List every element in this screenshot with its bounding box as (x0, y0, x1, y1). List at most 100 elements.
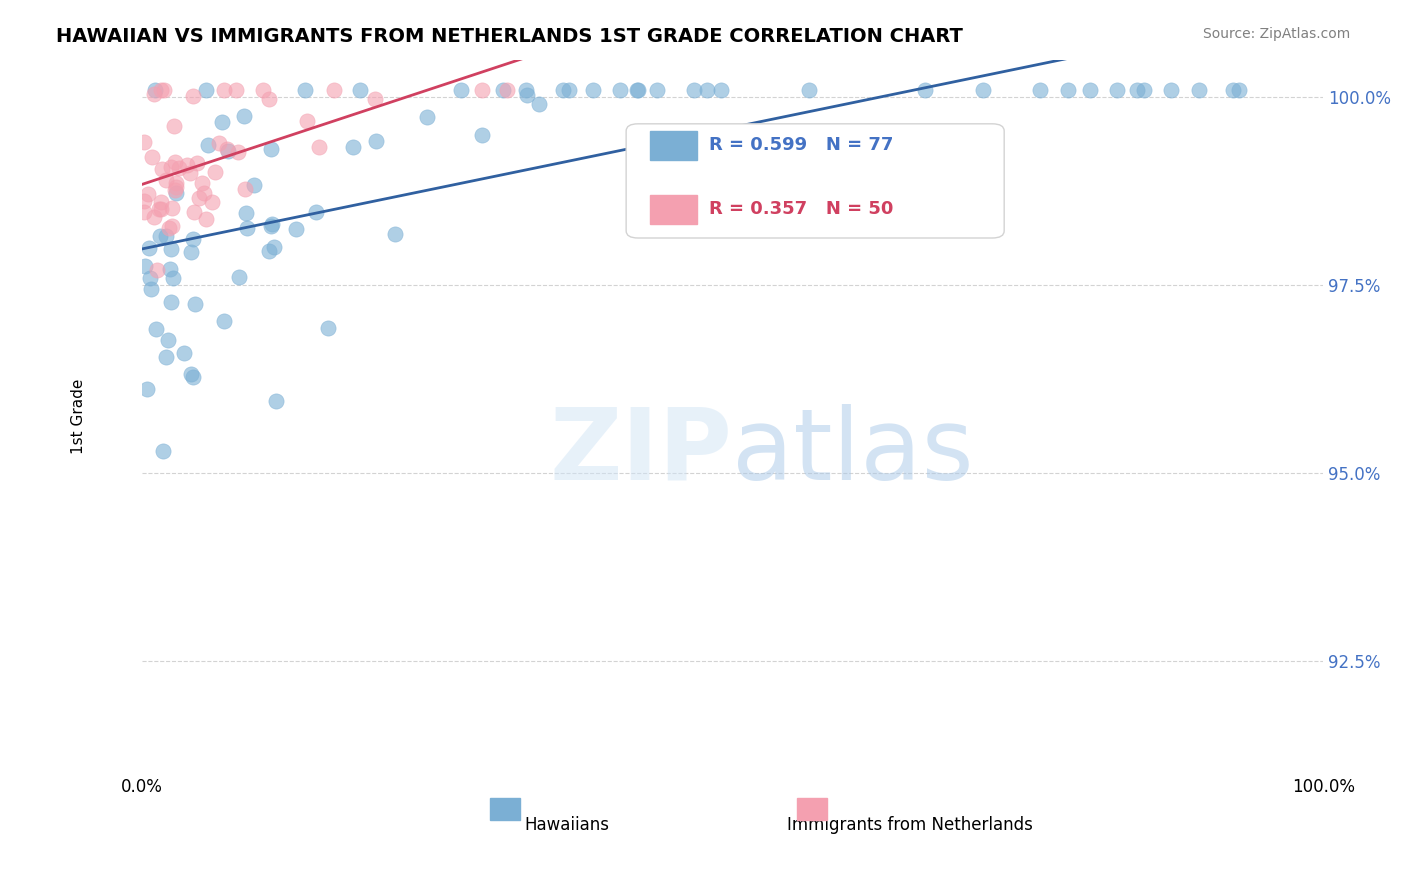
Point (236, 221, 259, 235)
Point (582, 82, 605, 96)
Text: ZIP: ZIP (550, 403, 733, 500)
Point (183, 205, 205, 219)
Point (197, 138, 219, 153)
Point (132, 135, 155, 149)
Point (1107, 82, 1129, 96)
Point (194, 212, 217, 227)
Point (204, 165, 226, 179)
Point (1132, 82, 1154, 96)
Point (143, 87, 166, 101)
Point (165, 176, 187, 190)
Point (195, 82, 218, 96)
Point (284, 221, 307, 235)
Point (235, 206, 257, 220)
Point (148, 202, 170, 216)
FancyBboxPatch shape (626, 124, 1004, 238)
Point (294, 83, 316, 97)
Point (153, 82, 176, 96)
Point (155, 350, 177, 364)
Point (179, 166, 201, 180)
Point (157, 220, 180, 235)
Y-axis label: 1st Grade: 1st Grade (72, 379, 86, 454)
Point (243, 178, 266, 193)
Point (160, 202, 183, 216)
Point (211, 115, 233, 129)
Point (134, 260, 156, 274)
Point (150, 202, 173, 216)
Point (264, 393, 287, 408)
Point (515, 82, 537, 96)
Point (208, 136, 231, 150)
Point (364, 134, 387, 148)
Bar (650, 131, 697, 160)
Point (181, 88, 204, 103)
Point (228, 270, 250, 285)
Point (609, 82, 631, 96)
Point (1126, 82, 1149, 96)
Point (152, 444, 174, 458)
Text: R = 0.357   N = 50: R = 0.357 N = 50 (709, 201, 893, 219)
Point (149, 229, 172, 244)
Point (529, 96, 551, 111)
Point (212, 314, 235, 328)
Point (1188, 82, 1211, 96)
Point (141, 282, 163, 296)
Point (626, 82, 648, 96)
Text: Hawaiians: Hawaiians (524, 816, 610, 834)
Point (181, 231, 204, 245)
Point (349, 82, 371, 96)
Point (308, 140, 330, 154)
Point (1222, 82, 1244, 96)
Point (263, 240, 285, 254)
Point (252, 82, 274, 96)
Point (342, 140, 364, 154)
Point (1057, 82, 1080, 96)
Point (132, 194, 155, 208)
Point (384, 227, 406, 241)
Point (146, 263, 169, 277)
Point (553, 82, 575, 96)
Point (972, 82, 994, 96)
Point (259, 92, 281, 106)
Point (139, 271, 162, 285)
Point (155, 173, 177, 187)
Point (173, 346, 195, 360)
Point (364, 92, 387, 106)
Point (165, 155, 187, 169)
Point (471, 82, 494, 96)
Point (159, 295, 181, 310)
Point (710, 82, 733, 96)
Point (233, 109, 256, 123)
Point (138, 241, 160, 255)
Point (515, 88, 537, 103)
Point (149, 194, 172, 209)
Point (450, 82, 472, 96)
Point (180, 245, 202, 260)
Point (260, 142, 283, 156)
Point (1227, 82, 1250, 96)
Point (1160, 82, 1182, 96)
Point (180, 367, 202, 381)
Bar (650, 195, 697, 224)
Text: Immigrants from Netherlands: Immigrants from Netherlands (787, 816, 1032, 834)
Point (145, 321, 167, 335)
Point (188, 191, 211, 205)
Point (914, 82, 936, 96)
Point (157, 333, 180, 347)
Point (228, 145, 250, 159)
Point (645, 82, 668, 96)
Point (260, 219, 283, 233)
Point (318, 321, 340, 335)
Point (159, 242, 181, 256)
Point (1080, 82, 1102, 96)
Point (471, 128, 494, 143)
Point (159, 160, 181, 174)
Text: atlas: atlas (733, 403, 974, 500)
Point (225, 82, 247, 96)
Point (492, 82, 515, 96)
Point (201, 195, 224, 210)
Point (495, 82, 517, 96)
Point (143, 82, 166, 96)
Point (627, 82, 650, 96)
Text: Source: ZipAtlas.com: Source: ZipAtlas.com (1202, 27, 1350, 41)
